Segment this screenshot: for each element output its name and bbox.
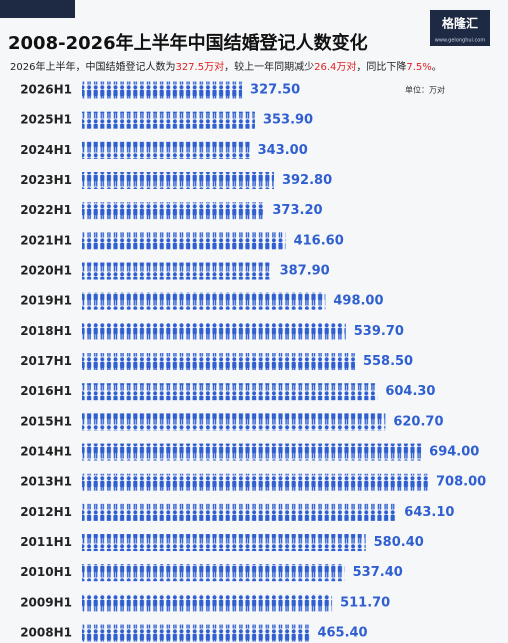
category-label: 2026H1 bbox=[20, 83, 72, 97]
category-label: 2022H1 bbox=[20, 203, 72, 217]
bar bbox=[82, 81, 243, 99]
category-label: 2011H1 bbox=[20, 535, 72, 549]
bar bbox=[82, 141, 250, 159]
value-label: 392.80 bbox=[282, 173, 332, 188]
category-label: 2010H1 bbox=[20, 565, 72, 579]
logo-box bbox=[430, 10, 490, 46]
value-label: 620.70 bbox=[393, 414, 443, 429]
value-label: 373.20 bbox=[272, 203, 322, 218]
logo-name: 格隆汇 bbox=[442, 16, 478, 31]
subtitle-part: ，同比下降 bbox=[356, 60, 406, 73]
value-label: 708.00 bbox=[436, 475, 486, 490]
value-label: 558.50 bbox=[363, 354, 413, 369]
subtitle-part: 7.5% bbox=[406, 62, 431, 73]
chart-title: 2008-2026年上半年中国结婚登记人数变化 bbox=[8, 32, 368, 54]
category-label: 2008H1 bbox=[20, 626, 72, 640]
value-label: 580.40 bbox=[374, 535, 424, 550]
bar bbox=[82, 383, 378, 401]
bar bbox=[82, 172, 274, 190]
value-label: 416.60 bbox=[294, 233, 344, 248]
value-label: 539.70 bbox=[354, 324, 404, 339]
category-label: 2020H1 bbox=[20, 264, 72, 278]
unit: 单位：万对 bbox=[405, 85, 445, 95]
bar bbox=[82, 232, 286, 250]
top-bar bbox=[0, 0, 75, 18]
bar bbox=[82, 534, 366, 552]
subtitle-part: 26.4万对 bbox=[314, 60, 356, 73]
bar bbox=[82, 503, 397, 521]
bar bbox=[82, 202, 265, 220]
category-label: 2025H1 bbox=[20, 113, 72, 127]
bar bbox=[82, 443, 422, 461]
category-label: 2016H1 bbox=[20, 384, 72, 398]
subtitle-part: 。 bbox=[432, 62, 442, 73]
value-label: 694.00 bbox=[429, 445, 479, 460]
bar bbox=[82, 292, 326, 310]
category-label: 2017H1 bbox=[20, 354, 72, 368]
category-label: 2024H1 bbox=[20, 143, 72, 157]
value-label: 353.90 bbox=[263, 113, 313, 128]
value-label: 537.40 bbox=[353, 565, 403, 580]
bar bbox=[82, 322, 346, 340]
value-label: 327.50 bbox=[250, 83, 300, 98]
subtitle: 2026年上半年，中国结婚登记人数为327.5万对，较上一年同期减少26.4万对… bbox=[10, 60, 442, 73]
value-label: 511.70 bbox=[340, 595, 390, 610]
category-label: 2009H1 bbox=[20, 595, 72, 609]
value-label: 465.40 bbox=[317, 626, 367, 641]
value-label: 643.10 bbox=[404, 505, 454, 520]
value-label: 387.90 bbox=[280, 264, 330, 279]
bar bbox=[82, 353, 355, 371]
bar bbox=[82, 413, 386, 431]
bar bbox=[82, 473, 428, 491]
category-label: 2018H1 bbox=[20, 324, 72, 338]
category-label: 2012H1 bbox=[20, 505, 72, 519]
bar bbox=[82, 111, 255, 129]
bar bbox=[82, 564, 345, 582]
value-label: 498.00 bbox=[333, 294, 383, 309]
category-label: 2023H1 bbox=[20, 173, 72, 187]
category-label: 2019H1 bbox=[20, 294, 72, 308]
category-label: 2015H1 bbox=[20, 414, 72, 428]
bar bbox=[82, 262, 272, 280]
value-label: 604.30 bbox=[385, 384, 435, 399]
bar bbox=[82, 624, 310, 642]
subtitle-part: ，较上一年同期减少 bbox=[224, 60, 314, 73]
logo-url: www.gelonghui.com bbox=[435, 38, 486, 44]
category-label: 2013H1 bbox=[20, 475, 72, 489]
value-label: 343.00 bbox=[258, 143, 308, 158]
category-label: 2014H1 bbox=[20, 445, 72, 459]
subtitle-part: 2026年上半年，中国结婚登记人数为 bbox=[10, 60, 175, 73]
subtitle-part: 327.5万对 bbox=[175, 60, 224, 73]
category-label: 2021H1 bbox=[20, 233, 72, 247]
bar bbox=[82, 594, 333, 612]
